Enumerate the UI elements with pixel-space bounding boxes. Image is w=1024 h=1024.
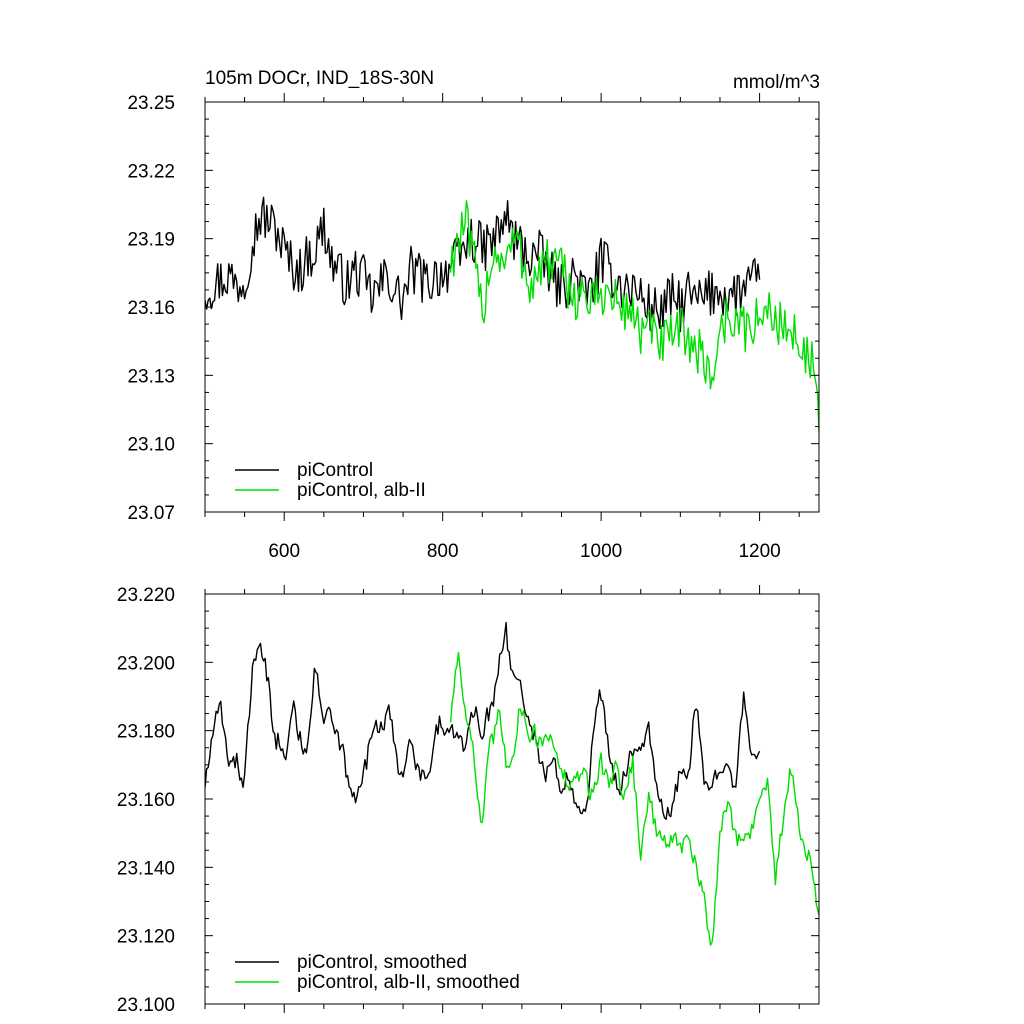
y-tick-label: 23.180	[117, 722, 175, 743]
legend-label: piControl, smoothed	[297, 952, 467, 973]
top-plot-title: 105m DOCr, IND_18S-30N	[205, 68, 434, 89]
bottom-series-layer	[205, 621, 819, 946]
top-plot-frame	[204, 101, 820, 513]
y-tick-label: 23.160	[117, 790, 175, 811]
y-tick-label: 23.13	[127, 366, 175, 387]
y-tick-label: 23.140	[117, 858, 175, 879]
x-tick-label: 800	[427, 541, 459, 562]
y-tick-label: 23.220	[117, 585, 175, 606]
y-tick-label: 23.19	[127, 230, 175, 251]
y-tick-label: 23.22	[127, 161, 175, 182]
series-line-picontrol-alb-ii	[449, 652, 819, 946]
top-series-layer	[205, 196, 819, 433]
top-plot-units: mmol/m^3	[733, 72, 820, 93]
legend-label: piControl, alb-II, smoothed	[297, 972, 520, 993]
bottom-axis-layer: 23.100 23.120 23.140 23.160 23.180 23.200 23.2…	[117, 585, 819, 1016]
bottom-plot-frame	[204, 593, 820, 1005]
bottom-plot: 23.100 23.120 23.140 23.160 23.180 23.200 23.2…	[117, 585, 820, 1016]
y-tick-label: 23.07	[127, 503, 175, 524]
top-axis-layer: 23.07 23.10 23.13 23.16 23.19 23.22 23.25 600 80…	[127, 93, 819, 562]
y-tick-label: 23.200	[117, 653, 175, 674]
legend-label: piControl, alb-II	[297, 480, 426, 501]
x-tick-label: 1000	[580, 541, 622, 562]
series-line-picontrol-alb-ii	[449, 199, 819, 433]
y-tick-label: 23.25	[127, 93, 175, 114]
legend-label: piControl	[297, 460, 373, 481]
top-plot: 105m DOCr, IND_18S-30N mmol/m^3 23.0723.…	[127, 68, 820, 562]
y-tick-label: 23.120	[117, 927, 175, 948]
y-tick-label: 23.16	[127, 298, 175, 319]
x-tick-label: 1200	[738, 541, 780, 562]
x-tick-label: 600	[268, 541, 300, 562]
y-tick-label: 23.100	[117, 995, 175, 1016]
series-line-picontrol	[205, 196, 761, 333]
y-tick-label: 23.10	[127, 435, 175, 456]
series-line-picontrol	[205, 621, 761, 820]
